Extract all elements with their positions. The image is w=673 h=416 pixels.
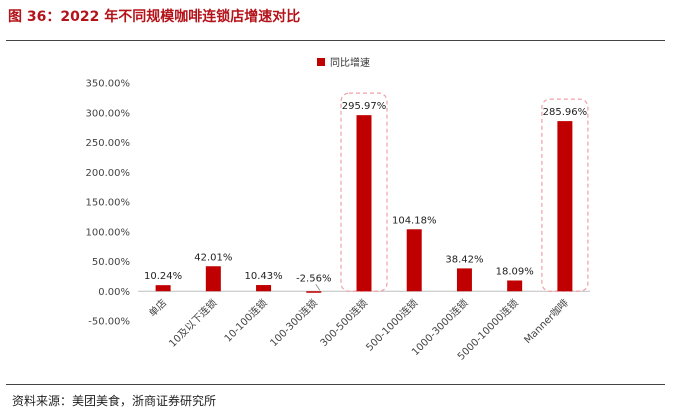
y-tick-label: 150.00% [86,198,131,209]
y-tick-label: 50.00% [92,257,130,268]
x-tick-label: 300-500连锁 [317,296,370,349]
data-label: 104.18% [392,215,437,226]
data-label: 295.97% [342,101,387,112]
y-axis: -50.00% 0.00% 50.00% 100.00% 150.00% 200.00% 2… [86,79,131,328]
y-tick-label: 350.00% [86,79,131,90]
data-labels: 10.24% 42.01% 10.43% -2.56% 295.97% 104.18% 38… [144,101,588,291]
data-label: 285.96% [543,107,588,118]
bottom-divider [6,384,665,385]
x-tick-label: 100-300连锁 [267,296,320,349]
x-tick-label: 500-1000连锁 [363,296,420,353]
bar [406,229,422,292]
bar [205,266,221,292]
data-label: 10.24% [144,271,182,282]
legend: 同比增速 [317,56,370,69]
x-tick-label: 10-100连锁 [221,296,269,344]
bar [306,291,322,293]
y-tick-label: 250.00% [86,138,131,149]
data-label: 38.42% [445,254,483,265]
bars [155,115,573,293]
data-label: -2.56% [296,273,331,284]
label-leader-line [315,284,321,291]
top-divider [6,40,665,41]
bar-chart: 同比增速 -50.00% 0.00% 50.00% 100.00% 150.00% 200… [86,56,590,363]
figure-title: 图 36：2022 年不同规模咖啡连锁店增速对比 [8,9,301,25]
bar [356,115,372,292]
source-note: 资料来源：美团美食，浙商证券研究所 [12,394,217,408]
bar [456,268,472,292]
data-label: 42.01% [194,252,232,263]
bar [557,121,573,292]
bar [256,285,272,292]
y-tick-label: 200.00% [86,168,131,179]
x-tick-label: Manner咖啡 [522,297,571,346]
bar [155,285,171,292]
legend-label: 同比增速 [330,56,370,69]
data-label: 18.09% [496,266,534,277]
y-tick-label: 100.00% [86,227,131,238]
legend-swatch [317,58,325,66]
bar [507,280,523,292]
x-tick-label: 单店 [146,296,169,319]
y-tick-label: 300.00% [86,108,131,119]
data-label: 10.43% [244,271,282,282]
x-tick-label: 10及以下连锁 [166,296,220,350]
y-tick-label: 0.00% [98,287,130,298]
y-tick-label: -50.00% [88,317,130,328]
